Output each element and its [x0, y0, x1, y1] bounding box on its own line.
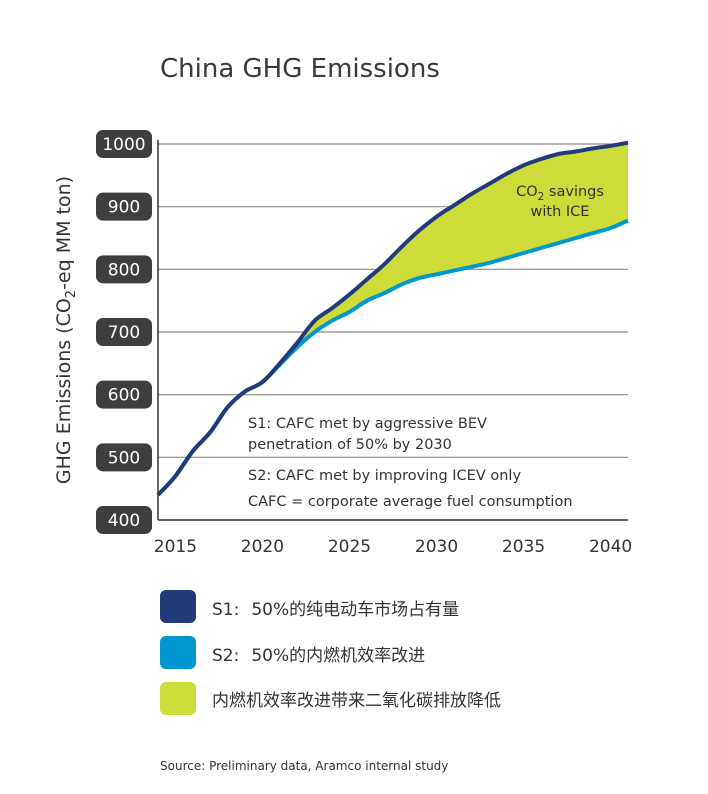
grid-lines — [158, 143, 628, 458]
note-s1-line-1: S1: CAFC met by aggressive BEV — [248, 416, 487, 432]
x-tick-label-2040: 2040 — [589, 537, 632, 557]
y-tick-box-800 — [96, 255, 152, 284]
y-tick-box-700 — [96, 318, 152, 346]
legend-text-s1: 50%的纯电动车市场占有量 — [251, 600, 459, 620]
annotation-prefix: CO — [516, 184, 538, 200]
y-tick-400: 400 — [96, 506, 152, 534]
x-tick-label-2015: 2015 — [154, 537, 197, 557]
y-tick-box-400 — [96, 506, 152, 534]
annotation-suffix: savings — [544, 184, 604, 200]
y-tick-600: 600 — [96, 380, 152, 409]
y-tick-500: 500 — [96, 443, 152, 472]
y-tick-labels: 400 500 600 700 800 900 1000 — [96, 130, 152, 534]
note-s2: S2: CAFC met by improving ICEV only — [248, 468, 521, 484]
annotation-line-1: CO2 savings — [516, 184, 604, 203]
y-tick-800: 800 — [96, 255, 152, 284]
y-tick-label-800: 800 — [108, 260, 140, 280]
y-tick-box-500 — [96, 443, 152, 472]
note-cafc: CAFC = corporate average fuel consumptio… — [248, 494, 573, 510]
annotation-sub: 2 — [538, 191, 545, 203]
savings-area — [158, 142, 628, 495]
chart-title: China GHG Emissions — [160, 54, 440, 84]
legend-label-s2: S2: 50%的内燃机效率改进 — [212, 646, 425, 666]
y-tick-900: 900 — [96, 192, 152, 221]
legend-swatch-savings — [160, 682, 196, 715]
y-tick-label-400: 400 — [108, 511, 140, 531]
series-line-s1 — [156, 140, 629, 497]
legend-swatch-s1 — [160, 590, 196, 623]
legend-label-s1: S1: 50%的纯电动车市场占有量 — [212, 600, 459, 620]
legend-prefix-s2: S2: — [212, 646, 239, 666]
source-note: Source: Preliminary data, Aramco interna… — [160, 759, 448, 773]
legend-label-savings: 内燃机效率改进带来二氧化碳排放降低 — [212, 691, 501, 711]
legend-prefix-s1: S1: — [212, 600, 239, 620]
x-tick-label-2025: 2025 — [328, 537, 371, 557]
y-axis-label-prefix: GHG Emissions (CO — [53, 298, 75, 484]
x-tick-labels: 2015 2020 2025 2030 2035 2040 — [154, 537, 632, 557]
y-tick-label-600: 600 — [108, 386, 140, 406]
legend-swatch-s2 — [160, 636, 196, 669]
x-tick-label-2035: 2035 — [502, 537, 545, 557]
y-tick-label-500: 500 — [108, 448, 140, 468]
y-tick-box-1000 — [96, 130, 152, 158]
y-tick-label-1000: 1000 — [102, 135, 145, 155]
y-axis-label: GHG Emissions (CO2-eq MM ton) — [53, 176, 79, 484]
y-axis-label-suffix: -eq MM ton) — [53, 176, 75, 290]
annotation-line-2: with ICE — [531, 204, 590, 220]
y-tick-label-900: 900 — [108, 198, 140, 218]
y-tick-700: 700 — [96, 318, 152, 346]
legend-text-s2: 50%的内燃机效率改进 — [251, 646, 425, 666]
y-tick-box-600 — [96, 380, 152, 409]
y-tick-label-700: 700 — [108, 323, 140, 343]
axes — [157, 140, 628, 521]
y-axis-label-sub: 2 — [64, 290, 79, 298]
x-tick-label-2030: 2030 — [415, 537, 458, 557]
note-s1-line-2: penetration of 50% by 2030 — [248, 437, 452, 453]
y-tick-box-900 — [96, 192, 152, 221]
y-tick-1000: 1000 — [96, 130, 152, 158]
x-tick-label-2020: 2020 — [241, 537, 284, 557]
